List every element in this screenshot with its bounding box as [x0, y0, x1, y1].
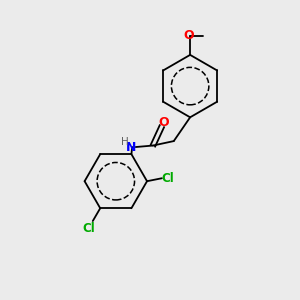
Text: Cl: Cl: [82, 222, 95, 235]
Text: O: O: [158, 116, 169, 129]
Text: H: H: [121, 137, 129, 147]
Text: O: O: [184, 29, 194, 42]
Text: Cl: Cl: [161, 172, 174, 185]
Text: N: N: [125, 140, 136, 154]
